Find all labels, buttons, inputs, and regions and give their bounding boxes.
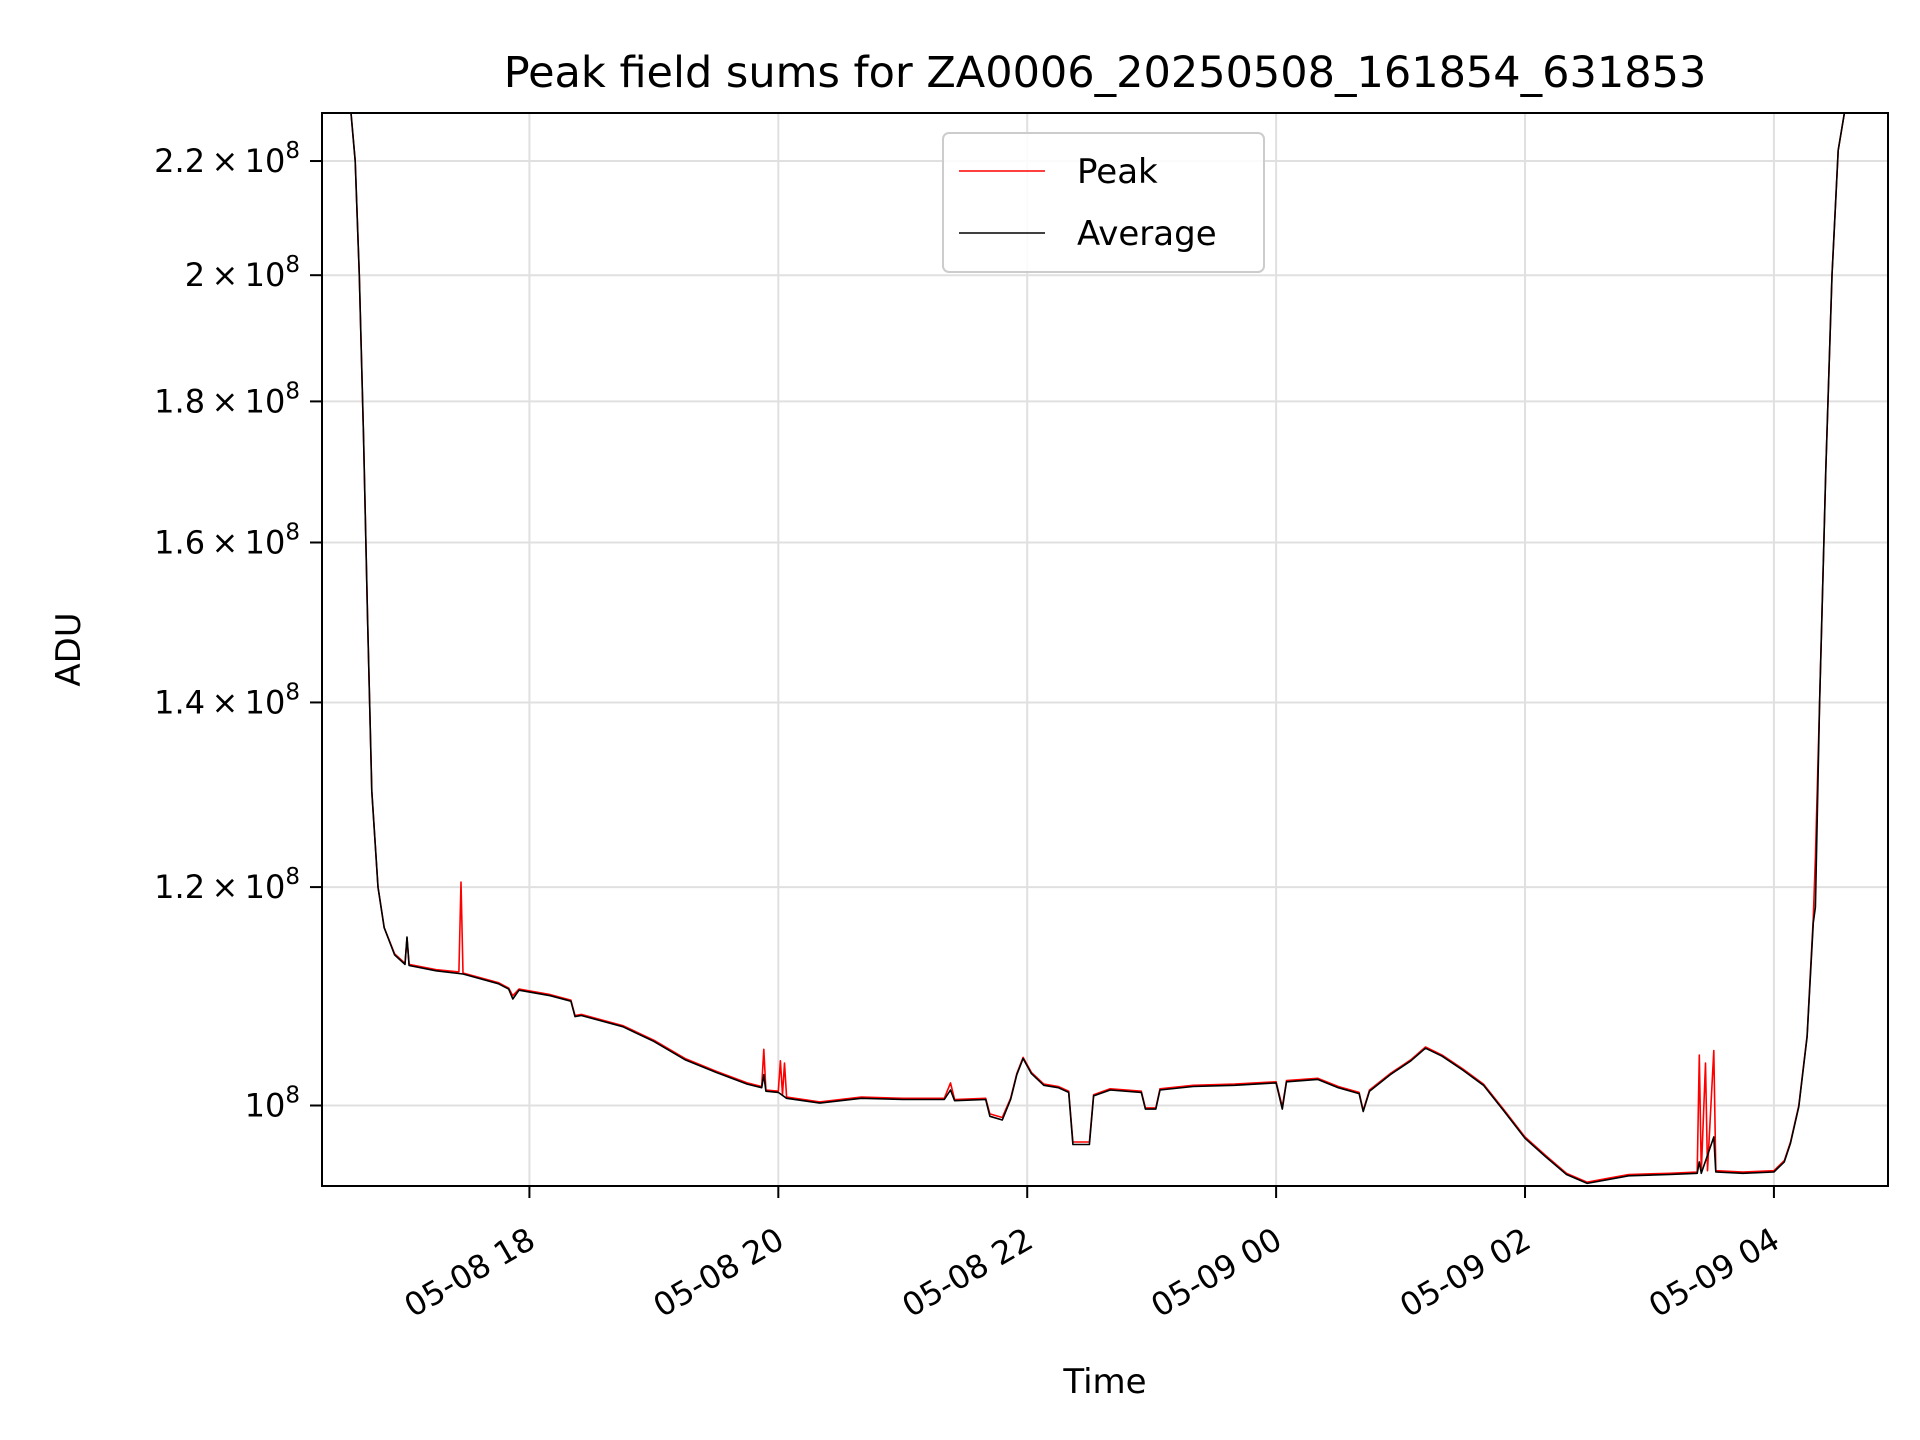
y-tick-label: 1.6 × 108 <box>154 519 300 561</box>
y-tick-label: 2.2 × 108 <box>154 138 300 180</box>
legend-label-peak: Peak <box>1077 152 1158 192</box>
chart-title: Peak field sums for ZA0006_20250508_1618… <box>504 48 1707 98</box>
series-line-average <box>350 112 1846 1185</box>
y-tick-label: 1.4 × 108 <box>154 679 300 721</box>
y-axis-label: ADU <box>49 612 89 686</box>
y-tick-label: 1.8 × 108 <box>154 378 300 420</box>
plot-frame <box>321 112 1889 1187</box>
legend-box <box>942 132 1265 273</box>
series-layer <box>350 112 1846 1185</box>
y-tick-label: 108 <box>245 1082 300 1124</box>
y-tick-label: 2 × 108 <box>185 252 300 294</box>
legend: Peak Average <box>942 132 1265 273</box>
legend-label-average: Average <box>1077 214 1217 254</box>
y-tick-label: 1.2 × 108 <box>154 864 300 906</box>
x-axis-label: Time <box>1062 1362 1146 1402</box>
grid <box>322 113 1888 1186</box>
